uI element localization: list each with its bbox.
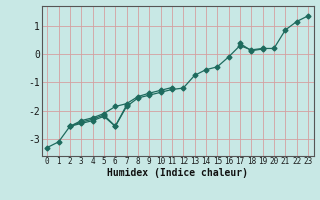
X-axis label: Humidex (Indice chaleur): Humidex (Indice chaleur) bbox=[107, 168, 248, 178]
